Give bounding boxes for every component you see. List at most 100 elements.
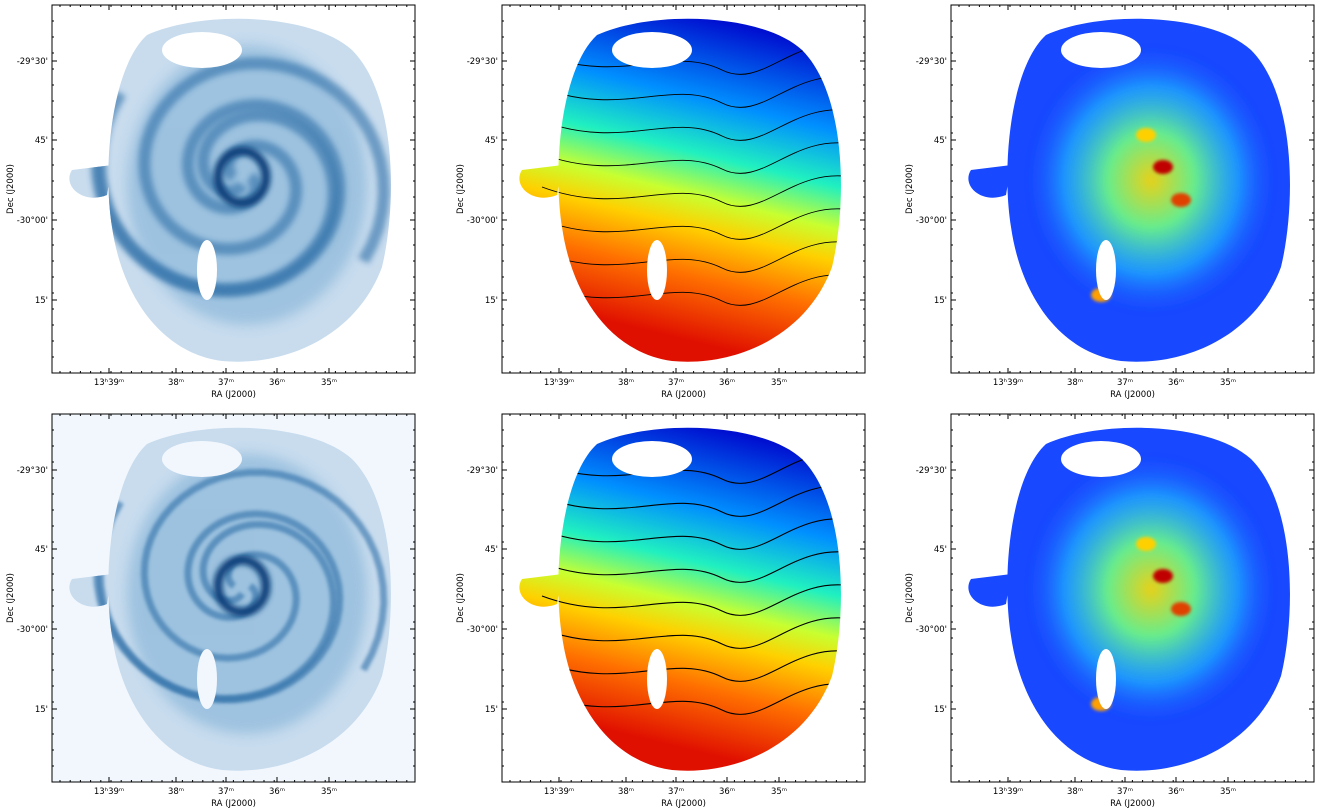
panel: 13ʰ39ᵐ 38ᵐ 37ᵐ 36ᵐ 35ᵐ -29°30' 45' -30°00' 15' RA… xyxy=(905,4,1315,400)
y-tick-label: 45' xyxy=(485,136,498,146)
contour xyxy=(541,43,841,75)
hot-spot xyxy=(1136,537,1156,551)
x-tick-label: 13ʰ39ᵐ xyxy=(544,378,574,388)
panel: 13ʰ39ᵐ 38ᵐ 37ᵐ 36ᵐ 35ᵐ -29°30' 45' -30°00' 15' RA… xyxy=(6,413,416,809)
spiral-arm xyxy=(90,109,340,296)
dispersion xyxy=(1026,45,1276,315)
gap xyxy=(1096,240,1116,300)
image xyxy=(519,18,841,362)
y-axis-label: Dec (J2000) xyxy=(456,164,466,214)
gap xyxy=(1061,441,1141,477)
x-tick-label: 36ᵐ xyxy=(1168,378,1184,388)
contour xyxy=(541,551,841,583)
x-tick-label: 36ᵐ xyxy=(1168,787,1184,797)
y-tick-label: 15' xyxy=(35,705,48,715)
contour xyxy=(541,208,841,240)
panel: 13ʰ39ᵐ 38ᵐ 37ᵐ 36ᵐ 35ᵐ -29°30' 45' -30°00' 15' RA… xyxy=(6,4,416,400)
x-axis-label: RA (J2000) xyxy=(661,799,706,809)
image xyxy=(69,18,391,362)
x-tick-label: 37ᵐ xyxy=(1117,378,1133,388)
y-tick-label: -29°30' xyxy=(916,57,947,67)
gap xyxy=(197,240,217,300)
x-tick-label: 38ᵐ xyxy=(618,378,634,388)
x-tick-label: 36ᵐ xyxy=(719,787,735,797)
y-tick-label: 45' xyxy=(35,136,48,146)
image xyxy=(968,18,1290,362)
contour xyxy=(541,241,841,273)
y-tick-label: 45' xyxy=(485,545,498,555)
gap xyxy=(197,649,217,709)
x-tick-label: 35ᵐ xyxy=(771,787,787,797)
x-tick-label: 38ᵐ xyxy=(618,787,634,797)
x-tick-label: 13ʰ39ᵐ xyxy=(94,378,124,388)
hot-spot xyxy=(1153,569,1173,583)
x-tick-label: 13ʰ39ᵐ xyxy=(94,787,124,797)
hot-spot xyxy=(1136,128,1156,142)
y-tick-label: 45' xyxy=(934,136,947,146)
hot-spot xyxy=(1171,602,1191,616)
gap xyxy=(162,441,242,477)
gap xyxy=(612,32,692,68)
gap xyxy=(647,649,667,709)
contour xyxy=(541,518,841,550)
y-axis-label: Dec (J2000) xyxy=(6,573,16,623)
gap xyxy=(1096,649,1116,709)
gap xyxy=(1061,32,1141,68)
x-tick-label: 38ᵐ xyxy=(168,378,184,388)
x-tick-label: 36ᵐ xyxy=(269,378,285,388)
contour xyxy=(541,452,841,484)
x-axis-label: RA (J2000) xyxy=(661,390,706,400)
y-tick-label: 15' xyxy=(934,296,947,306)
spiral-arm xyxy=(92,520,338,703)
x-tick-label: 37ᵐ xyxy=(218,378,234,388)
contour xyxy=(541,650,841,682)
x-tick-label: 13ʰ39ᵐ xyxy=(544,787,574,797)
y-tick-label: 45' xyxy=(934,545,947,555)
y-tick-label: -30°00' xyxy=(916,216,947,226)
x-tick-label: 35ᵐ xyxy=(321,787,337,797)
y-axis-label: Dec (J2000) xyxy=(6,164,16,214)
y-tick-label: 15' xyxy=(35,296,48,306)
x-tick-label: 37ᵐ xyxy=(668,378,684,388)
contour xyxy=(541,76,841,108)
y-tick-label: -29°30' xyxy=(467,57,498,67)
x-tick-label: 38ᵐ xyxy=(1067,787,1083,797)
x-tick-label: 13ʰ39ᵐ xyxy=(993,378,1023,388)
y-tick-label: 45' xyxy=(35,545,48,555)
x-tick-label: 38ᵐ xyxy=(1067,378,1083,388)
y-tick-label: -29°30' xyxy=(17,466,48,476)
x-tick-label: 13ʰ39ᵐ xyxy=(993,787,1023,797)
x-tick-label: 38ᵐ xyxy=(168,787,184,797)
x-tick-label: 35ᵐ xyxy=(771,378,787,388)
x-axis-label: RA (J2000) xyxy=(211,799,256,809)
y-tick-label: -29°30' xyxy=(916,466,947,476)
y-tick-label: 15' xyxy=(485,296,498,306)
contour xyxy=(541,274,841,306)
contour xyxy=(541,142,841,174)
y-tick-label: -30°00' xyxy=(467,216,498,226)
contour xyxy=(541,683,841,715)
gap xyxy=(612,441,692,477)
hot-spot xyxy=(1153,160,1173,174)
panel: 13ʰ39ᵐ 38ᵐ 37ᵐ 36ᵐ 35ᵐ -29°30' 45' -30°00' 15' RA… xyxy=(456,4,866,400)
y-axis-label: Dec (J2000) xyxy=(456,573,466,623)
x-axis-label: RA (J2000) xyxy=(211,390,256,400)
panel: 13ʰ39ᵐ 38ᵐ 37ᵐ 36ᵐ 35ᵐ -29°30' 45' -30°00' 15' RA… xyxy=(456,413,866,809)
gap xyxy=(647,240,667,300)
y-axis-label: Dec (J2000) xyxy=(905,573,915,623)
y-tick-label: -30°00' xyxy=(467,625,498,635)
y-axis-label: Dec (J2000) xyxy=(905,164,915,214)
image xyxy=(519,427,841,771)
contour xyxy=(541,175,841,207)
y-tick-label: -29°30' xyxy=(17,57,48,67)
x-tick-label: 36ᵐ xyxy=(719,378,735,388)
x-tick-label: 35ᵐ xyxy=(321,378,337,388)
x-tick-label: 37ᵐ xyxy=(1117,787,1133,797)
x-tick-label: 36ᵐ xyxy=(269,787,285,797)
y-tick-label: -30°00' xyxy=(17,216,48,226)
y-tick-label: 15' xyxy=(485,705,498,715)
y-tick-label: -30°00' xyxy=(17,625,48,635)
y-tick-label: 15' xyxy=(934,705,947,715)
hot-spot xyxy=(1171,193,1191,207)
